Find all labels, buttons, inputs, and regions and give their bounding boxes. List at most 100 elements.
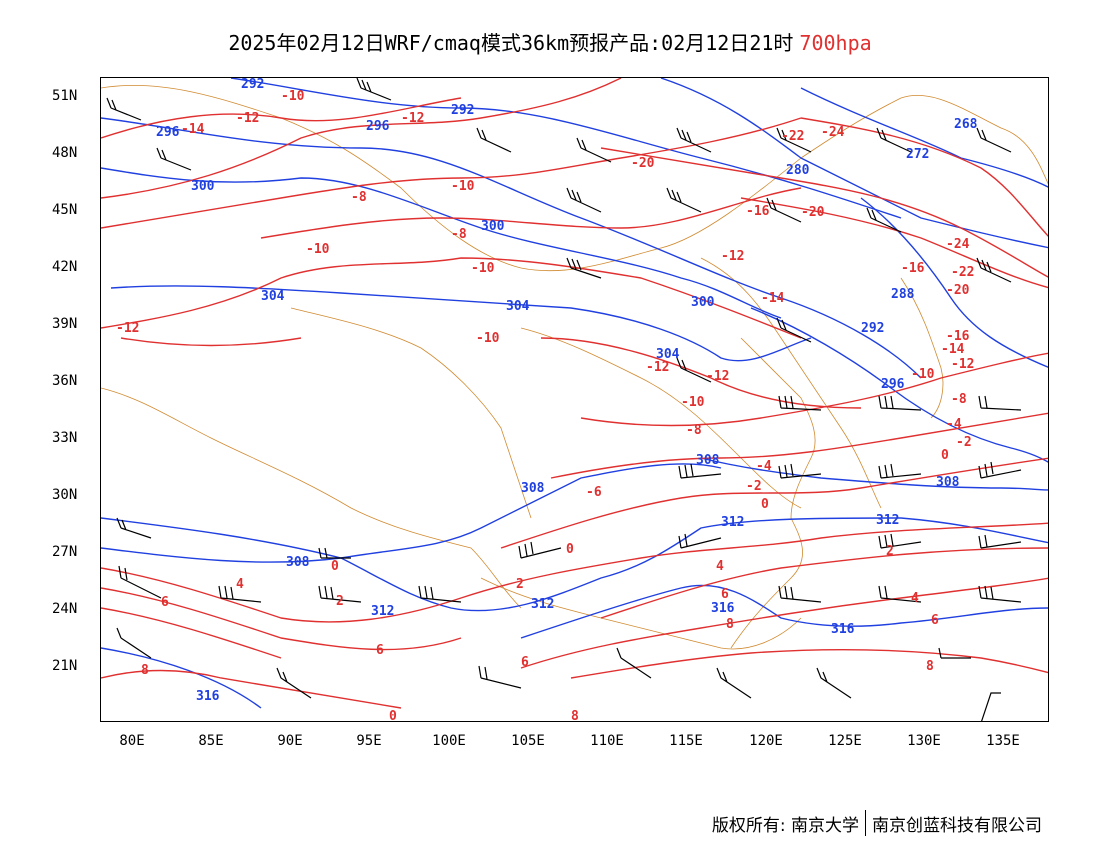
temp-label: 0 — [389, 709, 397, 722]
wind-barb — [476, 127, 512, 153]
temp-label: -8 — [351, 190, 367, 205]
temp-label: -10 — [451, 179, 475, 194]
credit-footer: 版权所有: 南京大学 南京创蓝科技有限公司 — [712, 810, 1042, 836]
wind-barb — [566, 187, 602, 213]
height-label: 268 — [954, 117, 978, 132]
wind-barb — [676, 127, 712, 153]
temp-label: 8 — [571, 709, 579, 722]
wind-barb — [981, 692, 1001, 721]
lon-tick-100: 100E — [432, 733, 466, 749]
wind-barb — [878, 463, 922, 479]
temp-label: -16 — [946, 329, 970, 344]
temp-line-n12-b — [120, 337, 862, 409]
wind-barb — [678, 463, 722, 479]
temp-label: -8 — [686, 423, 702, 438]
boundary-lines — [101, 85, 1048, 650]
lat-tick-42: 42N — [52, 259, 78, 275]
lon-tick-135: 135E — [986, 733, 1020, 749]
map-canvas: 292 292 296 296 300 300 304 304 304 300 … — [101, 78, 1048, 722]
height-line-300 — [101, 167, 782, 319]
height-label: 312 — [721, 515, 744, 530]
height-line-316 — [101, 584, 1048, 709]
height-label: 296 — [881, 377, 905, 392]
wind-barb — [678, 533, 722, 549]
height-line-280 — [660, 78, 1048, 249]
temp-label: 8 — [141, 663, 149, 678]
temp-line-6 — [101, 577, 1048, 669]
lon-tick-125: 125E — [828, 733, 862, 749]
temp-label: -12 — [646, 360, 669, 375]
temp-label: 6 — [521, 655, 529, 670]
temp-label: -8 — [451, 227, 467, 242]
wind-barb — [616, 647, 652, 679]
lat-tick-39: 39N — [52, 316, 78, 332]
height-label: 304 — [261, 289, 285, 304]
boundary-korea — [900, 277, 944, 419]
wind-barb — [778, 395, 822, 411]
height-label: 280 — [786, 163, 810, 178]
height-contours — [101, 78, 1048, 709]
wind-barb — [676, 357, 712, 383]
height-line-300-east — [750, 307, 1048, 463]
temp-line-n10 — [101, 117, 802, 229]
temp-label: -12 — [116, 321, 139, 336]
temp-label: -12 — [706, 369, 729, 384]
temp-line-0 — [500, 457, 1048, 549]
temp-label: -14 — [761, 291, 785, 306]
height-label: 300 — [691, 295, 715, 310]
temp-label: 8 — [726, 617, 734, 632]
temp-label: -2 — [746, 479, 762, 494]
wind-barb — [816, 667, 852, 699]
temp-label: 2 — [336, 594, 344, 609]
temp-label: -6 — [586, 485, 602, 500]
lon-tick-115: 115E — [669, 733, 703, 749]
temp-label: 4 — [236, 577, 244, 592]
temp-label: -14 — [181, 122, 205, 137]
wind-barb — [778, 585, 822, 603]
wind-barb — [318, 547, 351, 559]
temp-label: -10 — [306, 242, 330, 257]
temp-label: -12 — [951, 357, 974, 372]
temp-label: -4 — [946, 417, 962, 432]
height-label: 272 — [906, 147, 929, 162]
lat-tick-45: 45N — [52, 202, 78, 218]
temp-label: 0 — [761, 497, 769, 512]
wind-barb — [218, 585, 262, 603]
wind-barb — [116, 627, 152, 659]
temp-line-8 — [101, 649, 1048, 709]
temp-label: -16 — [901, 261, 925, 276]
temp-label: 6 — [161, 595, 169, 610]
temp-label: -12 — [401, 111, 424, 126]
wind-barb — [716, 667, 752, 699]
wind-barb — [778, 463, 822, 479]
lon-tick-80: 80E — [119, 733, 145, 749]
lat-tick-51: 51N — [52, 88, 78, 104]
temp-line-n8-mid — [580, 352, 1048, 427]
temp-line-n4 — [550, 412, 1048, 479]
lat-tick-36: 36N — [52, 373, 78, 389]
height-label: 308 — [696, 453, 720, 468]
temp-label: -10 — [911, 367, 935, 382]
credit-divider — [865, 810, 866, 836]
height-label: 308 — [936, 475, 960, 490]
temp-label: -10 — [471, 261, 495, 276]
temp-label: 0 — [941, 448, 949, 463]
wind-barb — [938, 647, 971, 659]
height-line-272 — [800, 87, 1048, 188]
temp-label: 6 — [931, 613, 939, 628]
temp-label: 2 — [516, 577, 524, 592]
temp-label: -22 — [951, 265, 974, 280]
height-line-308 — [101, 463, 722, 563]
lon-tick-85: 85E — [198, 733, 224, 749]
title-main: 2025年02月12日WRF/cmaq模式36km预报产品:02月12日21时 — [228, 31, 794, 55]
lat-tick-30: 30N — [52, 487, 78, 503]
height-line-288 — [860, 197, 1048, 368]
map-panel[interactable]: 292 292 296 296 300 300 304 304 304 300 … — [100, 77, 1049, 722]
lon-tick-130: 130E — [907, 733, 941, 749]
temp-label: -24 — [946, 237, 970, 252]
temp-label: -10 — [476, 331, 500, 346]
wind-barb — [518, 541, 562, 559]
boundary-mid — [520, 327, 802, 509]
map-title: 2025年02月12日WRF/cmaq模式36km预报产品:02月12日21时 7… — [0, 27, 1100, 56]
height-label: 312 — [531, 597, 554, 612]
